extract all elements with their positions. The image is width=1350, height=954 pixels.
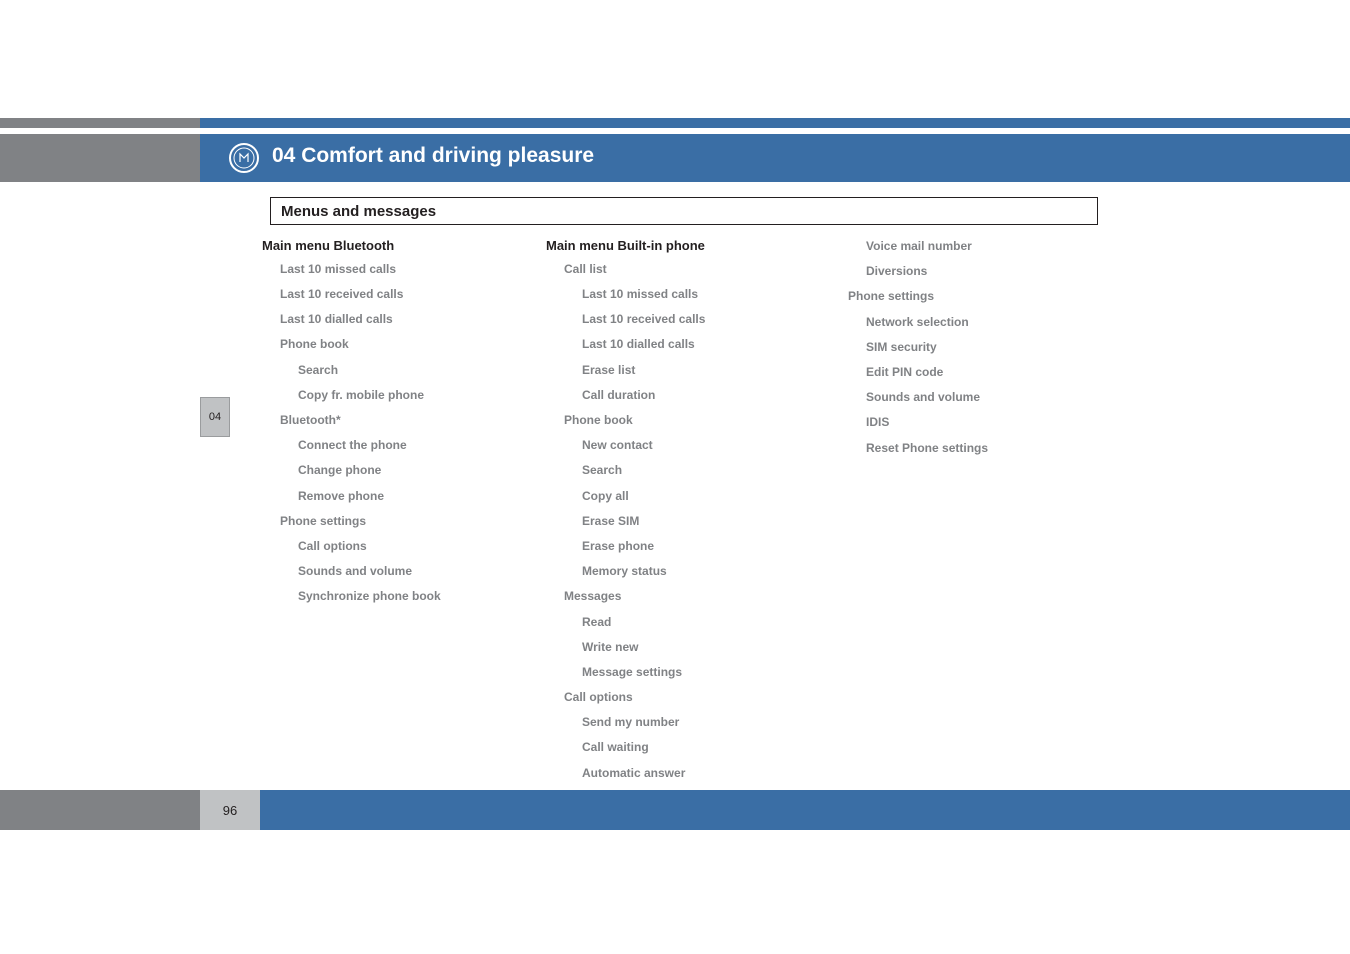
side-tab-number: 04 xyxy=(209,411,221,423)
menu-item: Phone settings xyxy=(848,288,1110,304)
menu-item: Change phone xyxy=(298,462,542,478)
menu-item: SIM security xyxy=(866,339,1110,355)
menu-item: Phone book xyxy=(280,336,542,352)
page-number: 96 xyxy=(223,803,237,818)
section-title-box: Menus and messages xyxy=(270,197,1098,225)
page-number-box: 96 xyxy=(200,790,260,830)
menu-item: IDIS xyxy=(866,414,1110,430)
menu-item: Last 10 missed calls xyxy=(280,261,542,277)
menu-item: Call options xyxy=(298,538,542,554)
menu-item: Call options xyxy=(564,689,826,705)
top-stripe-blue xyxy=(200,118,1350,128)
chapter-title: 04 Comfort and driving pleasure xyxy=(272,144,594,168)
menu-item: Memory status xyxy=(582,563,826,579)
menu-item: Last 10 dialled calls xyxy=(280,311,542,327)
menu-item: Search xyxy=(582,462,826,478)
menu-item: Voice mail number xyxy=(866,238,1110,254)
manual-page: 04 Comfort and driving pleasure Menus an… xyxy=(0,0,1350,954)
menu-item: New contact xyxy=(582,437,826,453)
menu-item: Connect the phone xyxy=(298,437,542,453)
footer-bar-blue xyxy=(200,790,1350,830)
menu-item: Call duration xyxy=(582,387,826,403)
menu-item: Synchronize phone book xyxy=(298,588,542,604)
menu-item: Phone settings xyxy=(280,513,542,529)
col1-list: Last 10 missed calls Last 10 received cal… xyxy=(262,261,542,605)
col2-heading: Main menu Built-in phone xyxy=(546,238,826,255)
menu-item: Search xyxy=(298,362,542,378)
menu-item: Reset Phone settings xyxy=(866,440,1110,456)
side-tab: 04 xyxy=(200,397,230,437)
menu-item: Remove phone xyxy=(298,488,542,504)
menu-item: Call list xyxy=(564,261,826,277)
chapter-icon xyxy=(228,142,260,174)
menu-item: Bluetooth* xyxy=(280,412,542,428)
col1-heading: Main menu Bluetooth xyxy=(262,238,542,255)
col3-list: Voice mail number Diversions Phone setting… xyxy=(830,238,1110,456)
menu-item: Last 10 dialled calls xyxy=(582,336,826,352)
menu-item: Copy fr. mobile phone xyxy=(298,387,542,403)
section-title: Menus and messages xyxy=(281,203,436,220)
menu-item: Erase phone xyxy=(582,538,826,554)
menu-item: Last 10 missed calls xyxy=(582,286,826,302)
menu-column-1: Main menu Bluetooth Last 10 missed calls… xyxy=(262,238,542,614)
menu-item: Phone book xyxy=(564,412,826,428)
menu-item: Edit PIN code xyxy=(866,364,1110,380)
menu-item: Network selection xyxy=(866,314,1110,330)
menu-column-2: Main menu Built-in phone Call list Last 1… xyxy=(546,238,826,790)
menu-item: Diversions xyxy=(866,263,1110,279)
menu-item: Last 10 received calls xyxy=(280,286,542,302)
col2-list: Call list Last 10 missed calls Last 10 rec… xyxy=(546,261,826,781)
menu-item: Messages xyxy=(564,588,826,604)
menu-column-3: Voice mail number Diversions Phone setting… xyxy=(830,238,1110,465)
menu-item: Read xyxy=(582,614,826,630)
menu-item: Erase SIM xyxy=(582,513,826,529)
menu-item: Last 10 received calls xyxy=(582,311,826,327)
menu-item: Send my number xyxy=(582,714,826,730)
menu-item: Sounds and volume xyxy=(298,563,542,579)
menu-item: Erase list xyxy=(582,362,826,378)
menu-item: Write new xyxy=(582,639,826,655)
menu-item: Sounds and volume xyxy=(866,389,1110,405)
menu-item: Copy all xyxy=(582,488,826,504)
menu-item: Call waiting xyxy=(582,739,826,755)
menu-item: Automatic answer xyxy=(582,765,826,781)
menu-item: Message settings xyxy=(582,664,826,680)
